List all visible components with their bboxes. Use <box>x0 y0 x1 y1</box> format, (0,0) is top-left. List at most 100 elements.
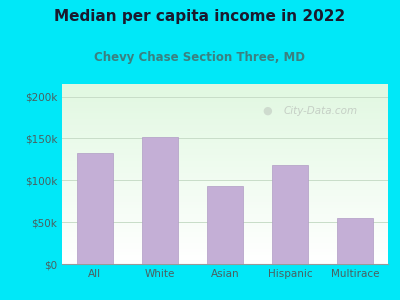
Bar <box>62 105 388 106</box>
Bar <box>62 163 388 164</box>
Bar <box>62 160 388 161</box>
Bar <box>62 188 388 189</box>
Bar <box>62 147 388 148</box>
Bar <box>62 126 388 127</box>
Bar <box>62 249 388 250</box>
Bar <box>62 248 388 249</box>
Bar <box>62 257 388 258</box>
Bar <box>62 225 388 226</box>
Bar <box>62 133 388 134</box>
Bar <box>62 118 388 119</box>
Bar <box>62 127 388 128</box>
Bar <box>62 199 388 200</box>
Bar <box>62 231 388 232</box>
Bar <box>62 94 388 95</box>
Bar <box>62 167 388 168</box>
Bar <box>62 171 388 172</box>
Bar <box>62 241 388 242</box>
Bar <box>62 181 388 182</box>
Bar <box>62 99 388 100</box>
Bar <box>62 174 388 175</box>
Bar <box>62 182 388 183</box>
Bar <box>62 152 388 153</box>
Bar <box>62 240 388 241</box>
Bar <box>62 250 388 251</box>
Bar <box>62 230 388 231</box>
Bar <box>62 260 388 261</box>
Bar <box>62 192 388 193</box>
Bar <box>62 256 388 257</box>
Bar <box>62 211 388 212</box>
Bar <box>62 219 388 220</box>
Bar <box>62 247 388 248</box>
Bar <box>62 198 388 199</box>
Bar <box>62 215 388 216</box>
Bar <box>62 141 388 142</box>
Bar <box>62 119 388 120</box>
Bar <box>62 89 388 90</box>
Bar <box>62 233 388 234</box>
Bar <box>62 150 388 151</box>
Bar <box>62 185 388 186</box>
Bar <box>62 93 388 94</box>
Bar <box>62 210 388 211</box>
Bar <box>62 159 388 160</box>
Bar <box>338 218 373 264</box>
Bar <box>62 90 388 91</box>
Bar <box>62 224 388 225</box>
Bar <box>62 116 388 117</box>
Bar <box>62 120 388 121</box>
Text: ●: ● <box>262 106 272 116</box>
Bar <box>62 221 388 222</box>
Bar <box>62 161 388 162</box>
Bar <box>62 183 388 184</box>
Bar <box>62 218 388 219</box>
Bar <box>62 226 388 227</box>
Bar <box>62 203 388 204</box>
Bar <box>62 87 388 88</box>
Bar <box>62 155 388 156</box>
Bar <box>62 253 388 254</box>
Bar <box>62 117 388 118</box>
Bar <box>62 135 388 136</box>
Bar <box>62 88 388 89</box>
Bar <box>62 170 388 171</box>
Bar <box>77 153 112 264</box>
Bar <box>62 204 388 205</box>
Bar <box>272 165 308 264</box>
Bar <box>62 259 388 260</box>
Bar <box>62 84 388 85</box>
Bar <box>62 164 388 165</box>
Bar <box>62 103 388 104</box>
Bar <box>62 166 388 167</box>
Bar <box>62 234 388 235</box>
Bar <box>62 178 388 179</box>
Bar <box>62 97 388 98</box>
Bar <box>62 128 388 129</box>
Bar <box>62 187 388 188</box>
Bar <box>62 139 388 140</box>
Bar <box>62 153 388 154</box>
Bar <box>62 235 388 236</box>
Bar <box>62 125 388 126</box>
Bar <box>62 121 388 122</box>
Bar <box>62 197 388 198</box>
Bar <box>62 85 388 86</box>
Bar <box>62 212 388 213</box>
Bar <box>62 254 388 255</box>
Bar <box>62 172 388 173</box>
Bar <box>62 154 388 155</box>
Bar <box>62 149 388 150</box>
Bar <box>62 255 388 256</box>
Bar <box>62 113 388 114</box>
Bar <box>62 91 388 92</box>
Bar <box>62 92 388 93</box>
Bar <box>62 148 388 149</box>
Bar <box>62 180 388 181</box>
Bar <box>62 115 388 116</box>
Bar <box>62 208 388 209</box>
Bar <box>62 191 388 192</box>
Bar <box>62 86 388 87</box>
Bar <box>62 179 388 180</box>
Bar <box>62 100 388 101</box>
